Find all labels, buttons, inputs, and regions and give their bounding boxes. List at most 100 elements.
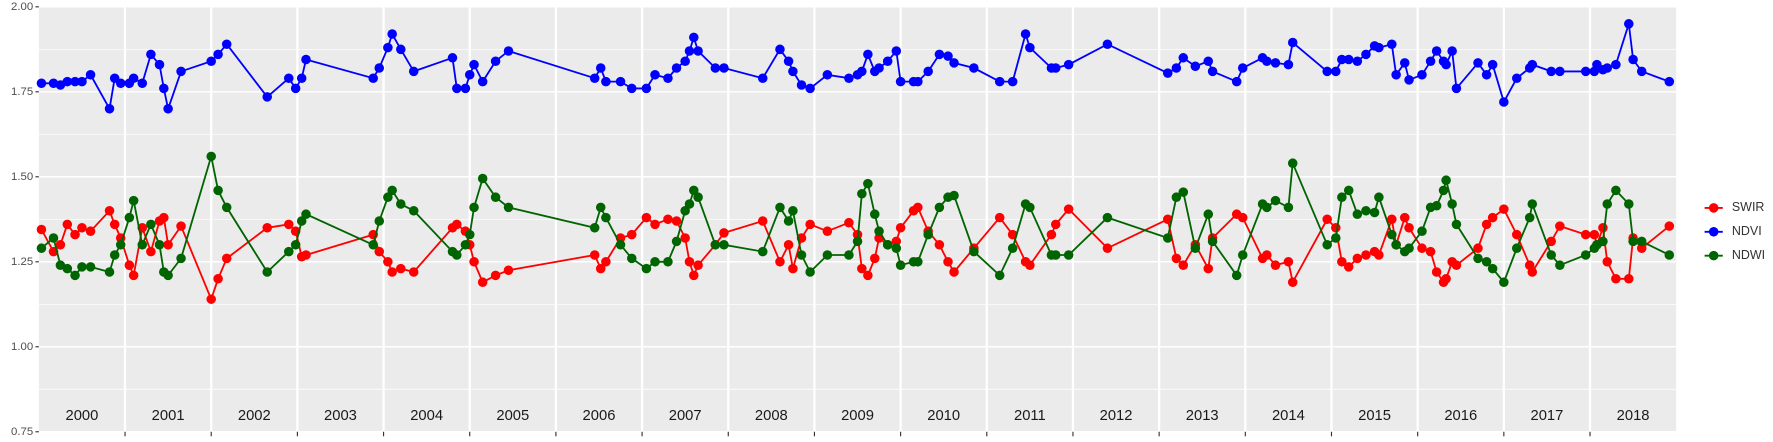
point: [869, 253, 880, 264]
point: [490, 56, 501, 66]
point: [1473, 243, 1483, 253]
point: [719, 228, 729, 238]
point: [1025, 42, 1035, 53]
point: [1611, 274, 1621, 284]
point: [671, 216, 682, 226]
point: [374, 246, 385, 257]
point: [757, 246, 768, 257]
point: [1441, 59, 1451, 70]
point: [1162, 233, 1173, 243]
point: [1487, 59, 1498, 70]
point: [213, 274, 223, 284]
point: [783, 216, 794, 226]
point: [852, 236, 863, 247]
point: [626, 83, 637, 94]
point: [62, 263, 73, 274]
point: [601, 212, 611, 223]
point: [1322, 214, 1332, 225]
point: [874, 63, 884, 73]
point: [70, 76, 80, 87]
point: [788, 66, 798, 77]
point: [1628, 54, 1638, 65]
point: [869, 209, 880, 219]
point: [1499, 97, 1509, 107]
point: [146, 246, 156, 257]
point: [206, 56, 216, 66]
point: [857, 263, 867, 274]
point: [1451, 219, 1462, 230]
point: [1387, 229, 1397, 240]
point: [1404, 75, 1414, 85]
point: [650, 219, 660, 230]
point: [77, 76, 87, 87]
point: [1636, 66, 1647, 77]
point: [301, 209, 311, 219]
point: [464, 70, 475, 80]
point: [1546, 66, 1557, 77]
point: [891, 236, 902, 247]
point: [601, 76, 611, 87]
point: [969, 63, 979, 73]
point: [460, 240, 471, 250]
point: [469, 257, 479, 267]
legend-label: NDVI: [1732, 224, 1762, 238]
point: [775, 257, 785, 267]
point: [55, 240, 66, 250]
point: [671, 236, 682, 247]
point: [137, 78, 148, 89]
point: [684, 199, 695, 209]
point: [1481, 219, 1492, 230]
x-tick-label: 2017: [1530, 408, 1563, 424]
point: [1063, 59, 1074, 70]
point: [1178, 187, 1189, 197]
point: [1374, 42, 1384, 53]
point: [1361, 206, 1371, 216]
point: [805, 267, 815, 277]
point: [1399, 212, 1410, 223]
point: [1374, 250, 1384, 260]
y-tick-label: 1.00: [11, 341, 33, 353]
point: [1387, 214, 1397, 225]
point: [62, 219, 73, 230]
point: [477, 277, 488, 287]
point: [163, 240, 173, 250]
point: [221, 202, 232, 213]
point: [221, 39, 232, 49]
point: [1283, 202, 1294, 213]
point: [1063, 204, 1074, 214]
point: [85, 226, 96, 236]
point: [949, 58, 959, 68]
point: [1322, 240, 1332, 250]
point: [1203, 263, 1214, 274]
point: [641, 212, 652, 223]
point: [1404, 243, 1414, 253]
point: [1102, 243, 1113, 253]
point: [1207, 66, 1218, 77]
point: [490, 270, 501, 281]
point: [863, 270, 873, 281]
point: [503, 265, 514, 276]
point: [477, 76, 488, 87]
point: [115, 78, 126, 89]
point: [104, 206, 115, 216]
point: [1231, 270, 1242, 281]
point: [124, 212, 135, 223]
point: [949, 267, 959, 277]
point: [1287, 277, 1298, 287]
point: [844, 73, 854, 83]
point: [923, 66, 933, 77]
point: [1487, 212, 1498, 223]
x-tick-label: 2000: [66, 408, 99, 424]
point: [104, 267, 115, 277]
point: [1322, 66, 1332, 77]
point: [710, 240, 721, 250]
point: [128, 73, 139, 83]
y-tick-label: 1.25: [11, 256, 33, 268]
point: [221, 253, 232, 264]
point: [1611, 59, 1621, 70]
point: [1425, 56, 1436, 66]
point: [1624, 19, 1634, 29]
point: [783, 56, 794, 66]
point: [1270, 58, 1281, 68]
